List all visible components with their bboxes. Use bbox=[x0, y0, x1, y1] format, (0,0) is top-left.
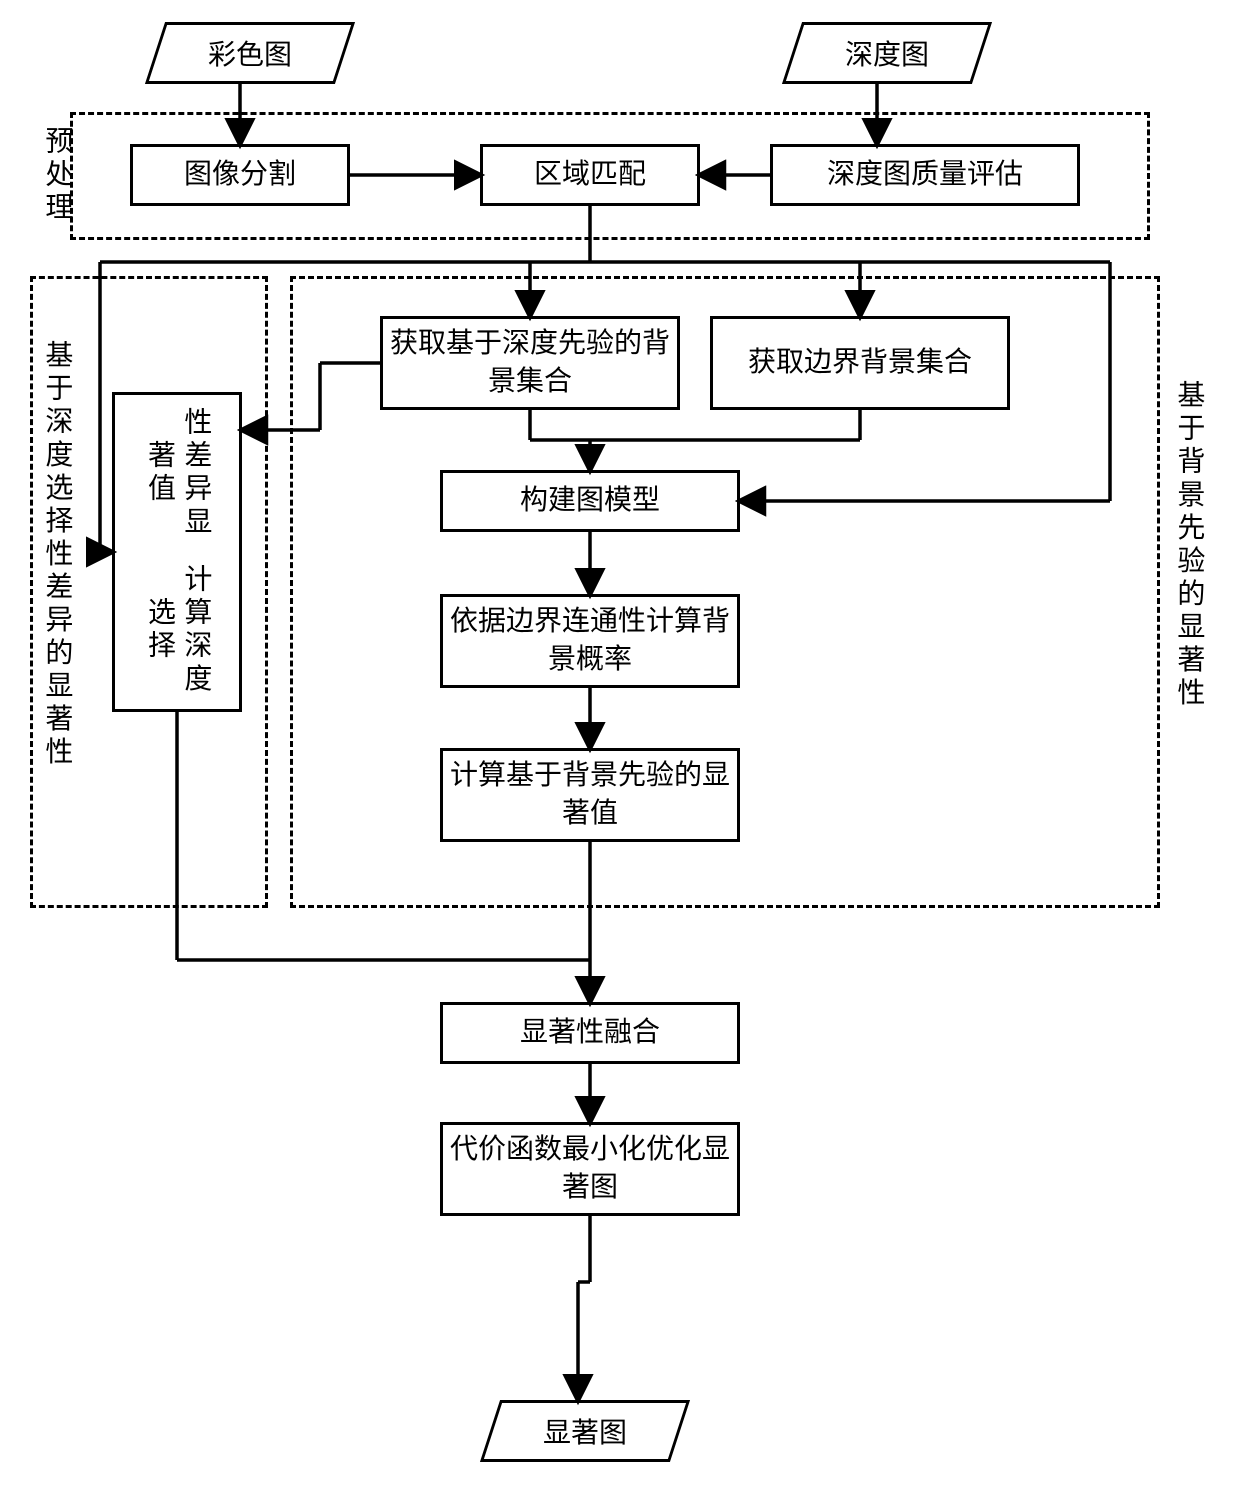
box-bg-prob-label: 依据边界连通性计算背景概率 bbox=[443, 603, 737, 679]
box-bg-depth-prior: 获取基于深度先验的背景集合 bbox=[380, 316, 680, 410]
box-bg-depth-prior-label: 获取基于深度先验的背景集合 bbox=[383, 325, 677, 401]
input-depth-image: 深度图 bbox=[782, 22, 992, 84]
box-build-graph-label: 构建图模型 bbox=[520, 482, 660, 520]
label-preprocessing: 预处理 bbox=[38, 126, 74, 225]
box-depth-quality-label: 深度图质量评估 bbox=[827, 156, 1023, 194]
box-build-graph: 构建图模型 bbox=[440, 470, 740, 532]
output-saliency-map-label: 显著图 bbox=[543, 1411, 627, 1451]
box-region-match: 区域匹配 bbox=[480, 144, 700, 206]
box-bg-saliency-label: 计算基于背景先验的显著值 bbox=[443, 757, 737, 833]
box-bg-prob: 依据边界连通性计算背景概率 bbox=[440, 594, 740, 688]
box-optimize-label: 代价函数最小化优化显著图 bbox=[443, 1131, 737, 1207]
input-depth-image-label: 深度图 bbox=[845, 33, 929, 73]
box-image-segmentation-label: 图像分割 bbox=[184, 156, 296, 194]
box-image-segmentation: 图像分割 bbox=[130, 144, 350, 206]
label-depth-diff-saliency: 基于深度选择性差异的显著性 bbox=[38, 340, 74, 770]
box-bg-boundary-label: 获取边界背景集合 bbox=[748, 344, 972, 382]
box-fuse-label: 显著性融合 bbox=[520, 1014, 660, 1052]
box-depth-quality: 深度图质量评估 bbox=[770, 144, 1080, 206]
box-optimize: 代价函数最小化优化显著图 bbox=[440, 1122, 740, 1216]
box-calc-depth-diff-label: 计算深度选择性差异显著值 bbox=[141, 395, 214, 709]
input-color-image-label: 彩色图 bbox=[208, 33, 292, 73]
box-bg-saliency: 计算基于背景先验的显著值 bbox=[440, 748, 740, 842]
output-saliency-map: 显著图 bbox=[480, 1400, 690, 1462]
input-color-image: 彩色图 bbox=[145, 22, 355, 84]
box-calc-depth-diff: 计算深度选择性差异显著值 bbox=[112, 392, 242, 712]
label-bg-prior-saliency: 基于背景先验的显著性 bbox=[1170, 380, 1206, 710]
box-bg-boundary: 获取边界背景集合 bbox=[710, 316, 1010, 410]
box-fuse: 显著性融合 bbox=[440, 1002, 740, 1064]
box-region-match-label: 区域匹配 bbox=[534, 156, 646, 194]
